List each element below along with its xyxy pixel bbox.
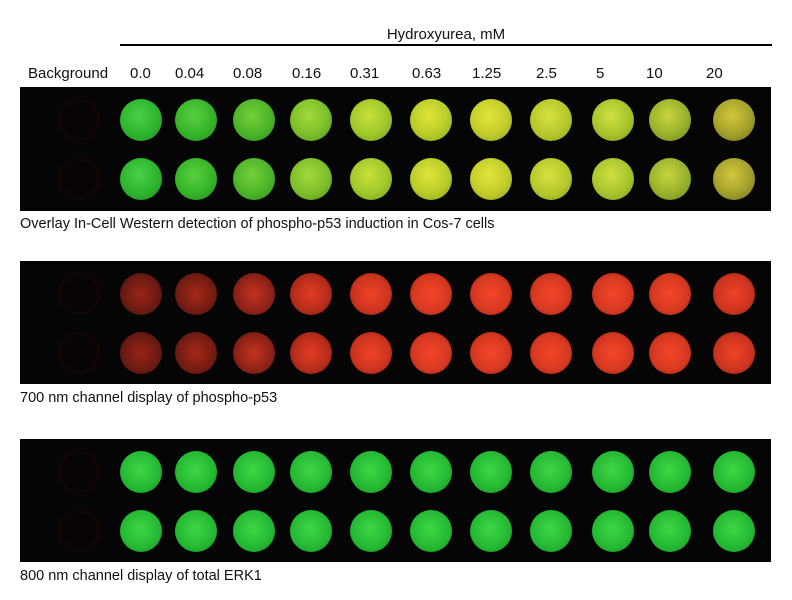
sample-well [649, 510, 691, 552]
sample-well [233, 510, 275, 552]
sample-well [290, 510, 332, 552]
concentration-label: 20 [706, 65, 723, 82]
concentration-label: 2.5 [536, 65, 557, 82]
sample-well [175, 332, 217, 374]
sample-well [233, 99, 275, 141]
sample-well [592, 158, 634, 200]
sample-well [290, 158, 332, 200]
sample-well [713, 273, 755, 315]
concentration-label: 0.08 [233, 65, 263, 82]
concentration-label: 0.31 [350, 65, 380, 82]
sample-well [649, 273, 691, 315]
background-well [58, 451, 100, 493]
concentration-label: 1.25 [472, 65, 502, 82]
sample-well [120, 332, 162, 374]
caption-800: 800 nm channel display of total ERK1 [20, 568, 262, 584]
sample-well [350, 273, 392, 315]
sample-well [470, 158, 512, 200]
sample-well [120, 99, 162, 141]
sample-well [410, 273, 452, 315]
sample-well [530, 332, 572, 374]
sample-well [410, 99, 452, 141]
sample-well [350, 99, 392, 141]
caption-700: 700 nm channel display of phospho-p53 [20, 390, 278, 406]
concentration-label: 0.04 [175, 65, 205, 82]
sample-well [592, 510, 634, 552]
sample-well [350, 451, 392, 493]
sample-well [290, 273, 332, 315]
sample-well [470, 451, 512, 493]
sample-well [175, 510, 217, 552]
concentration-label: 0.16 [292, 65, 322, 82]
sample-well [713, 451, 755, 493]
background-well [58, 510, 100, 552]
sample-well [649, 99, 691, 141]
concentration-label: 5 [596, 65, 605, 82]
sample-well [120, 273, 162, 315]
sample-well [290, 99, 332, 141]
sample-well [713, 332, 755, 374]
background-well [58, 158, 100, 200]
concentration-label: 0.63 [412, 65, 442, 82]
sample-well [290, 332, 332, 374]
sample-well [410, 510, 452, 552]
sample-well [530, 451, 572, 493]
sample-well [470, 99, 512, 141]
sample-well [175, 99, 217, 141]
sample-well [592, 332, 634, 374]
sample-well [530, 510, 572, 552]
caption-overlay: Overlay In-Cell Western detection of pho… [20, 216, 495, 232]
background-label: Background [28, 65, 109, 82]
sample-well [713, 510, 755, 552]
sample-well [350, 332, 392, 374]
sample-well [120, 158, 162, 200]
sample-well [470, 273, 512, 315]
sample-well [592, 99, 634, 141]
sample-well [530, 99, 572, 141]
title-rule [120, 44, 772, 46]
sample-well [175, 451, 217, 493]
overlay-plate [20, 87, 771, 211]
sample-well [530, 273, 572, 315]
sample-well [410, 451, 452, 493]
channel-800-plate [20, 439, 771, 562]
sample-well [649, 451, 691, 493]
sample-well [649, 332, 691, 374]
sample-well [470, 510, 512, 552]
sample-well [410, 332, 452, 374]
sample-well [120, 451, 162, 493]
sample-well [175, 273, 217, 315]
sample-well [233, 451, 275, 493]
sample-well [350, 158, 392, 200]
background-well [58, 273, 100, 315]
sample-well [470, 332, 512, 374]
background-well [58, 332, 100, 374]
sample-well [649, 158, 691, 200]
hydroxyurea-title: Hydroxyurea, mM [386, 26, 506, 43]
sample-well [592, 451, 634, 493]
sample-well [175, 158, 217, 200]
channel-700-plate [20, 261, 771, 384]
sample-well [233, 273, 275, 315]
sample-well [350, 510, 392, 552]
sample-well [120, 510, 162, 552]
sample-well [713, 158, 755, 200]
sample-well [233, 158, 275, 200]
sample-well [530, 158, 572, 200]
sample-well [713, 99, 755, 141]
background-well [58, 99, 100, 141]
sample-well [233, 332, 275, 374]
sample-well [290, 451, 332, 493]
concentration-label: 10 [646, 65, 663, 82]
sample-well [410, 158, 452, 200]
concentration-label: 0.0 [130, 65, 151, 82]
sample-well [592, 273, 634, 315]
